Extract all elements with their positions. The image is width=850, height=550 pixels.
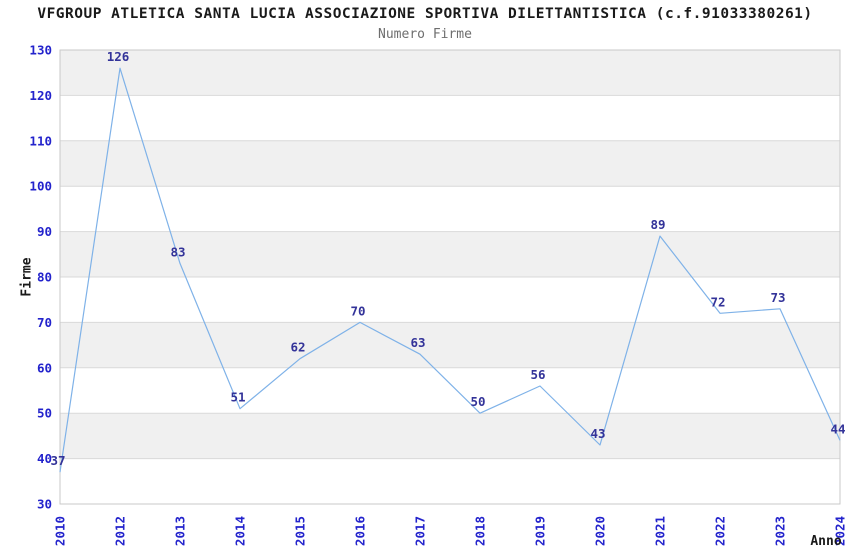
plot-band xyxy=(60,413,840,459)
plot-band xyxy=(60,322,840,368)
x-axis-title: Anno xyxy=(810,534,841,549)
data-point-label: 51 xyxy=(230,390,245,405)
y-tick-label: 40 xyxy=(37,451,52,466)
plot-border xyxy=(59,49,841,505)
y-tick-label: 80 xyxy=(37,270,52,285)
y-tick-label: 100 xyxy=(29,179,52,194)
x-tick-label: 2024 xyxy=(833,516,848,546)
data-point-label: 50 xyxy=(470,394,485,409)
y-tick-label: 120 xyxy=(29,88,52,103)
y-axis-title: Firme xyxy=(20,257,35,296)
x-tick-label: 2010 xyxy=(53,516,68,546)
plot-band xyxy=(60,140,840,187)
x-tick-label: 2023 xyxy=(773,516,788,546)
chart-subtitle: Numero Firme xyxy=(378,27,472,42)
x-tick-label: 2021 xyxy=(653,516,668,546)
plot-band xyxy=(60,50,840,96)
y-tick-label: 90 xyxy=(37,224,52,239)
y-tick-label: 50 xyxy=(37,406,52,421)
x-tick-label: 2019 xyxy=(533,516,548,546)
x-tick-label: 2014 xyxy=(233,516,248,546)
x-tick-label: 2018 xyxy=(473,516,488,546)
y-tick-label: 30 xyxy=(37,497,52,512)
data-point-label: 83 xyxy=(170,244,185,259)
x-tick-label: 2020 xyxy=(593,516,608,546)
data-point-label: 72 xyxy=(710,294,725,309)
data-series-line xyxy=(59,67,841,473)
data-point-label: 63 xyxy=(410,335,425,350)
y-tick-label: 60 xyxy=(37,360,52,375)
y-tick-label: 110 xyxy=(29,133,52,148)
plot-band xyxy=(60,231,840,277)
x-tick-label: 2013 xyxy=(173,516,188,546)
data-point-label: 73 xyxy=(770,290,785,305)
data-point-label: 62 xyxy=(290,340,305,355)
x-tick-label: 2015 xyxy=(293,516,308,546)
y-tick-label: 70 xyxy=(37,315,52,330)
x-tick-label: 2017 xyxy=(413,516,428,546)
data-point-label: 126 xyxy=(107,49,130,64)
x-tick-label: 2016 xyxy=(353,516,368,546)
x-tick-label: 2012 xyxy=(113,516,128,546)
data-point-label: 43 xyxy=(590,426,605,441)
data-point-label: 37 xyxy=(50,453,65,468)
y-tick-label: 130 xyxy=(29,43,52,58)
data-point-label: 44 xyxy=(830,421,845,436)
chart-title: VFGROUP ATLETICA SANTA LUCIA ASSOCIAZION… xyxy=(37,6,813,22)
data-point-label: 70 xyxy=(350,303,365,318)
data-point-label: 56 xyxy=(530,367,545,382)
x-tick-label: 2022 xyxy=(713,516,728,546)
data-point-label: 89 xyxy=(650,217,665,232)
